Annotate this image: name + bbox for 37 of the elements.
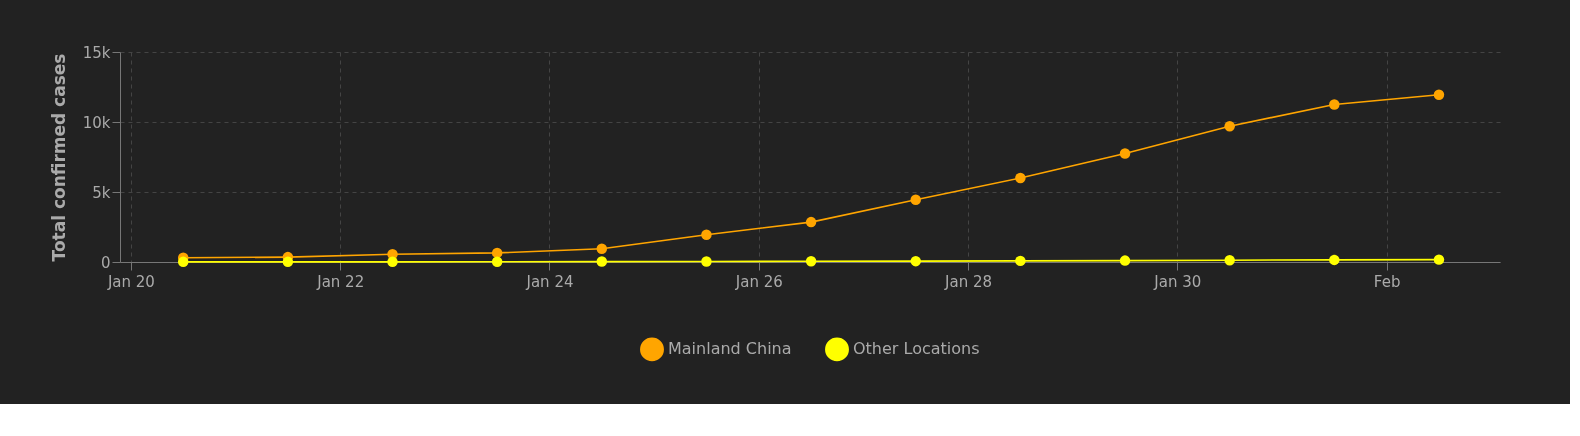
point [701, 256, 712, 267]
point [1224, 120, 1235, 132]
y-tick-label: 15k [82, 43, 111, 62]
point [282, 256, 294, 268]
x-tick-label: Jan 22 [316, 272, 365, 291]
point [387, 256, 398, 268]
legend-label: Other Locations [853, 339, 980, 359]
x-tick-label: Jan 26 [734, 272, 783, 291]
point [701, 229, 712, 240]
y-tick-label: 0 [100, 253, 111, 272]
point [596, 256, 608, 267]
point [805, 256, 817, 267]
point [910, 194, 921, 205]
x-tick-label: Jan 28 [944, 272, 993, 291]
point [596, 243, 608, 254]
point [1329, 254, 1340, 266]
point [491, 256, 503, 267]
x-tick-label: Jan 20 [106, 272, 155, 291]
point [491, 247, 503, 259]
point [1329, 99, 1340, 110]
x-tick-label: Feb [1373, 272, 1401, 291]
point [1433, 254, 1445, 265]
x-tick-label: Jan 30 [1153, 272, 1202, 291]
point [1119, 148, 1131, 159]
point [805, 216, 817, 228]
y-tick-label: 5k [92, 183, 111, 202]
point [1224, 254, 1235, 266]
point [177, 256, 189, 268]
x-tick-label: Jan 24 [525, 272, 574, 291]
point [1433, 89, 1445, 100]
point [1119, 255, 1131, 266]
point [1015, 172, 1026, 184]
point [1015, 255, 1026, 267]
y-axis-title: Total confirmed cases [48, 53, 69, 262]
legend-label: Mainland China [668, 339, 792, 359]
point [910, 255, 921, 267]
y-tick-label: 10k [82, 113, 111, 132]
